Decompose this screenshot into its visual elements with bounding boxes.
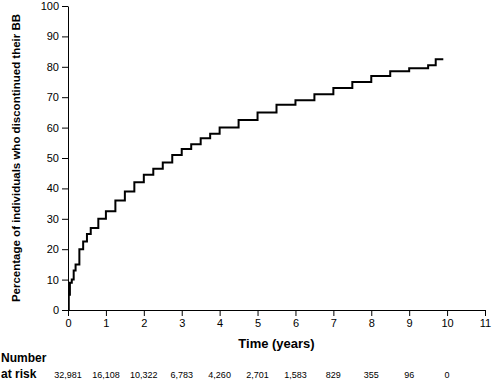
y-tick-label: 90 (47, 30, 59, 42)
risk-table-title: Number (1, 351, 47, 365)
x-tick-label: 1 (103, 317, 109, 329)
y-tick: 30 (47, 213, 68, 225)
x-tick-mark (182, 310, 183, 316)
y-tick: 70 (47, 91, 68, 103)
x-tick: 3 (179, 310, 185, 329)
risk-count: 16,108 (92, 370, 120, 380)
x-tick: 10 (441, 310, 453, 329)
x-tick: 7 (331, 310, 337, 329)
y-tick-mark (62, 36, 68, 37)
risk-count: 1,583 (284, 370, 307, 380)
x-tick-label: 2 (141, 317, 147, 329)
x-axis: 0 1 2 3 4 5 6 7 8 9 10 11 (65, 310, 491, 329)
risk-count: 0 (445, 370, 450, 380)
series-line (68, 59, 443, 310)
risk-count: 10,322 (130, 370, 158, 380)
x-tick-mark (220, 310, 221, 316)
y-tick-label: 70 (47, 91, 59, 103)
y-tick-label: 100 (41, 0, 59, 12)
y-tick: 80 (47, 61, 68, 73)
x-tick-label: 7 (331, 317, 337, 329)
x-tick: 9 (407, 310, 413, 329)
y-tick-mark (62, 310, 68, 311)
x-tick-mark (333, 310, 334, 316)
y-tick-label: 60 (47, 122, 59, 134)
risk-table-title: at risk (1, 367, 37, 381)
chart: 0 1 2 3 4 5 6 7 8 9 10 11 0 10 20 30 40 50 60 70 80 90 100 Time… (0, 0, 500, 384)
x-tick: 5 (255, 310, 261, 329)
x-tick: 2 (141, 310, 147, 329)
risk-count: 4,260 (208, 370, 231, 380)
y-tick: 40 (47, 182, 68, 194)
x-tick-label: 11 (480, 317, 491, 329)
x-tick-mark (447, 310, 448, 316)
x-tick-mark (258, 310, 259, 316)
x-axis-line (69, 310, 486, 311)
y-tick-label: 40 (47, 182, 59, 194)
y-tick: 50 (47, 152, 68, 164)
y-tick-mark (62, 128, 68, 129)
x-tick-mark (409, 310, 410, 316)
y-tick: 60 (47, 122, 68, 134)
y-tick-mark (62, 280, 68, 281)
y-tick-mark (62, 6, 68, 7)
y-tick-mark (62, 249, 68, 250)
x-tick: 6 (293, 310, 299, 329)
y-tick-mark (62, 67, 68, 68)
y-tick-mark (62, 219, 68, 220)
risk-count: 355 (364, 370, 379, 380)
y-axis-line (68, 7, 69, 311)
y-tick-label: 80 (47, 61, 59, 73)
y-tick-label: 50 (47, 152, 59, 164)
risk-count: 6,783 (170, 370, 193, 380)
y-tick-label: 30 (47, 213, 59, 225)
y-tick: 0 (53, 304, 68, 316)
plot-area: 0 1 2 3 4 5 6 7 8 9 10 11 0 10 20 30 40 50 60 70 80 90 100 (41, 0, 492, 329)
risk-count: 2,701 (246, 370, 269, 380)
series-group (68, 59, 443, 310)
x-tick-mark (371, 310, 372, 316)
x-tick: 1 (103, 310, 109, 329)
y-axis: 0 10 20 30 40 50 60 70 80 90 100 (41, 0, 69, 316)
x-axis-title: Time (years) (238, 336, 314, 351)
x-tick-label: 3 (179, 317, 185, 329)
x-tick: 4 (217, 310, 223, 329)
x-tick-label: 9 (407, 317, 413, 329)
y-tick: 90 (47, 30, 68, 42)
x-tick-label: 0 (65, 317, 71, 329)
x-tick-label: 6 (293, 317, 299, 329)
x-tick-mark (144, 310, 145, 316)
x-tick: 11 (480, 310, 491, 329)
y-tick-mark (62, 158, 68, 159)
x-tick-label: 5 (255, 317, 261, 329)
y-tick: 20 (47, 243, 68, 255)
y-axis-title: Percentage of individuals who discontinu… (10, 14, 22, 302)
y-tick: 100 (41, 0, 68, 12)
x-tick: 0 (65, 310, 71, 329)
y-tick-mark (62, 188, 68, 189)
y-tick-mark (62, 97, 68, 98)
risk-count: 96 (404, 370, 414, 380)
y-tick-label: 10 (47, 274, 59, 286)
y-tick-label: 20 (47, 243, 59, 255)
risk-count: 32,981 (54, 370, 82, 380)
x-tick-mark (106, 310, 107, 316)
y-tick: 10 (47, 274, 68, 286)
y-tick-label: 0 (53, 304, 59, 316)
x-tick: 8 (369, 310, 375, 329)
x-tick-mark (295, 310, 296, 316)
x-tick-label: 8 (369, 317, 375, 329)
x-tick-mark (68, 310, 69, 316)
x-tick-label: 4 (217, 317, 223, 329)
x-tick-mark (485, 310, 486, 316)
x-tick-label: 10 (441, 317, 453, 329)
risk-count: 829 (326, 370, 341, 380)
